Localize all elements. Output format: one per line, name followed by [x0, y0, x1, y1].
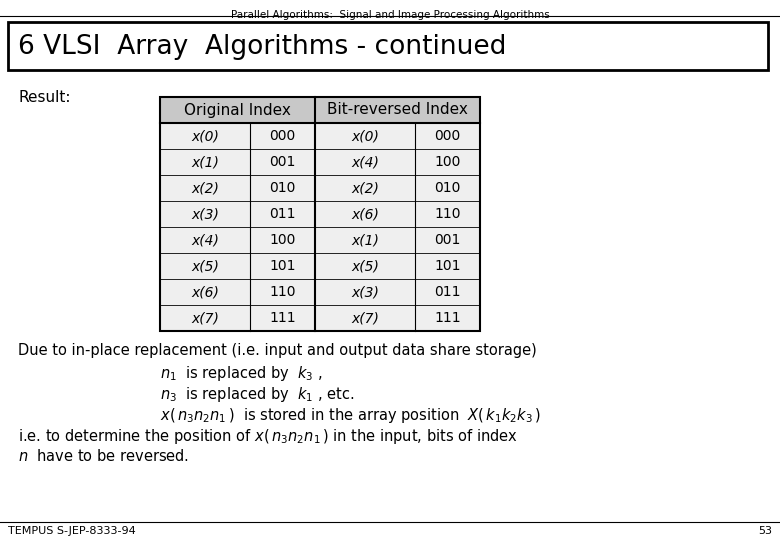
Text: x(1): x(1) — [191, 155, 219, 169]
Text: Result:: Result: — [18, 90, 70, 105]
Text: 101: 101 — [434, 259, 461, 273]
Text: 111: 111 — [434, 311, 461, 325]
Text: 011: 011 — [269, 207, 296, 221]
Text: Original Index: Original Index — [184, 103, 291, 118]
Bar — [160, 97, 480, 331]
Text: $n_3$  is replaced by  $k_1$ , etc.: $n_3$ is replaced by $k_1$ , etc. — [160, 385, 355, 404]
Text: i.e. to determine the position of $x(\,n_3 n_2 n_1\,)$ in the input, bits of ind: i.e. to determine the position of $x(\,n… — [18, 427, 518, 446]
Text: x(4): x(4) — [351, 155, 379, 169]
Text: x(3): x(3) — [351, 285, 379, 299]
Text: $n$  have to be reversed.: $n$ have to be reversed. — [18, 448, 189, 464]
Text: x(7): x(7) — [191, 311, 219, 325]
Text: x(1): x(1) — [351, 233, 379, 247]
Text: 111: 111 — [269, 311, 296, 325]
Text: x(6): x(6) — [191, 285, 219, 299]
Text: 000: 000 — [434, 129, 461, 143]
Text: x(0): x(0) — [351, 129, 379, 143]
Bar — [160, 201, 480, 227]
Text: 100: 100 — [434, 155, 461, 169]
Text: TEMPUS S-JEP-8333-94: TEMPUS S-JEP-8333-94 — [8, 526, 136, 536]
Bar — [160, 227, 480, 253]
Text: 001: 001 — [269, 155, 296, 169]
Text: 010: 010 — [434, 181, 461, 195]
Text: 101: 101 — [269, 259, 296, 273]
Bar — [160, 175, 480, 201]
Text: x(6): x(6) — [351, 207, 379, 221]
Text: x(2): x(2) — [351, 181, 379, 195]
Text: 6 VLSI  Array  Algorithms - continued: 6 VLSI Array Algorithms - continued — [18, 34, 506, 60]
Bar — [160, 123, 480, 149]
Text: $x(\,n_3 n_2 n_1\,)$  is stored in the array position  $X(\,k_1 k_2 k_3\,)$: $x(\,n_3 n_2 n_1\,)$ is stored in the ar… — [160, 406, 541, 425]
Text: 000: 000 — [269, 129, 296, 143]
Bar — [160, 253, 480, 279]
Text: 010: 010 — [269, 181, 296, 195]
Text: Parallel Algorithms:  Signal and Image Processing Algorithms: Parallel Algorithms: Signal and Image Pr… — [231, 10, 549, 20]
Bar — [160, 305, 480, 331]
Text: x(7): x(7) — [351, 311, 379, 325]
Text: x(4): x(4) — [191, 233, 219, 247]
Text: 001: 001 — [434, 233, 461, 247]
Text: x(0): x(0) — [191, 129, 219, 143]
Text: 011: 011 — [434, 285, 461, 299]
Text: $n_1$  is replaced by  $k_3$ ,: $n_1$ is replaced by $k_3$ , — [160, 364, 323, 383]
Text: 110: 110 — [434, 207, 461, 221]
Text: 100: 100 — [269, 233, 296, 247]
Bar — [160, 279, 480, 305]
Bar — [160, 97, 480, 123]
Text: 53: 53 — [758, 526, 772, 536]
Text: 110: 110 — [269, 285, 296, 299]
Text: x(3): x(3) — [191, 207, 219, 221]
FancyBboxPatch shape — [8, 22, 768, 70]
Text: x(2): x(2) — [191, 181, 219, 195]
Text: Bit-reversed Index: Bit-reversed Index — [327, 103, 468, 118]
Text: x(5): x(5) — [351, 259, 379, 273]
Bar — [160, 149, 480, 175]
Text: Due to in-place replacement (i.e. input and output data share storage): Due to in-place replacement (i.e. input … — [18, 343, 537, 358]
Text: x(5): x(5) — [191, 259, 219, 273]
